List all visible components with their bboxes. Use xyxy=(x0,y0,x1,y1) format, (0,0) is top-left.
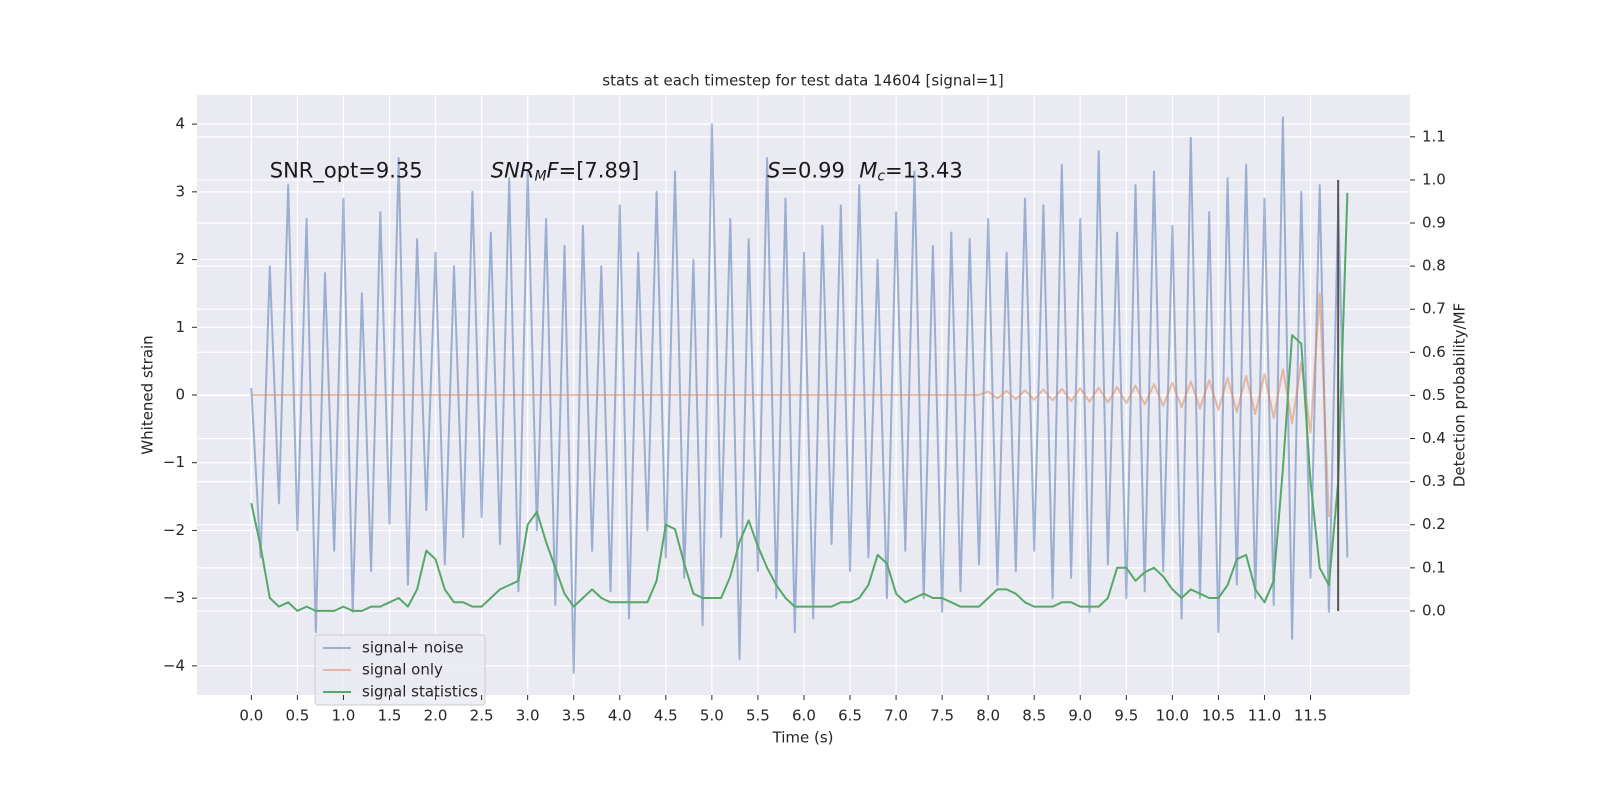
x-tick-label: 4.0 xyxy=(608,707,632,725)
y2-tick-label: 0.1 xyxy=(1422,558,1446,576)
chart-title: stats at each timestep for test data 146… xyxy=(602,72,1003,90)
x-tick-label: 11.5 xyxy=(1294,707,1327,725)
x-tick-label: 11.0 xyxy=(1248,707,1281,725)
y2-tick-label: 0.5 xyxy=(1422,386,1446,404)
legend-label: signal statistics xyxy=(362,683,478,701)
x-tick-label: 1.5 xyxy=(378,707,402,725)
x-tick-label: 9.0 xyxy=(1068,707,1092,725)
x-tick-label: 3.5 xyxy=(562,707,586,725)
y-tick-label: 2 xyxy=(175,250,185,268)
y2-tick-label: 0.2 xyxy=(1422,515,1446,533)
series-line xyxy=(251,292,1330,517)
y-tick-label: 1 xyxy=(175,318,185,336)
x-tick-label: 8.0 xyxy=(976,707,1000,725)
marks xyxy=(250,116,1349,674)
y-tick-label: −3 xyxy=(163,589,185,607)
y-tick-label: −1 xyxy=(163,453,185,471)
annotation: Mc=13.43 xyxy=(859,159,963,185)
y-tick-label: −4 xyxy=(163,656,185,674)
x-tick-label: 2.5 xyxy=(470,707,494,725)
x-tick-label: 8.5 xyxy=(1022,707,1046,725)
y2-tick-label: 0.7 xyxy=(1422,300,1446,318)
x-tick-label: 0.0 xyxy=(239,707,263,725)
x-tick-label: 0.5 xyxy=(285,707,309,725)
y-tick-label: −2 xyxy=(163,521,185,539)
annotation-text: F xyxy=(547,159,560,183)
annotation-text: M xyxy=(534,169,546,185)
annotation: SNRMF=[7.89] xyxy=(491,159,640,185)
annotation-text: S xyxy=(767,159,780,183)
x-axis-label: Time (s) xyxy=(772,729,834,747)
series-line xyxy=(250,192,1349,612)
y2-tick-label: 0.8 xyxy=(1422,257,1446,275)
legend: signal+ noise signal only signal statistic… xyxy=(314,634,486,706)
x-tick-label: 7.5 xyxy=(930,707,954,725)
annotation-text: =0.99 xyxy=(780,159,844,183)
x-tick-label: 10.5 xyxy=(1202,707,1235,725)
y2-tick-label: 0.0 xyxy=(1422,601,1446,619)
x-tick-label: 1.0 xyxy=(332,707,356,725)
x-tick-label: 6.0 xyxy=(792,707,816,725)
x-tick-label: 7.0 xyxy=(884,707,908,725)
y2-tick-label: 1.0 xyxy=(1422,170,1446,188)
annotation-text: =[7.89] xyxy=(559,159,640,183)
annotation-text: c xyxy=(877,169,885,185)
legend-box xyxy=(314,634,486,706)
x-tick-label: 10.0 xyxy=(1156,707,1189,725)
series-line xyxy=(250,116,1349,674)
annotation-text: M xyxy=(859,159,877,183)
y-axis-label: Whitened strain xyxy=(139,335,157,454)
x-tick-label: 3.0 xyxy=(516,707,540,725)
y2-tick-label: 0.6 xyxy=(1422,343,1446,361)
annotation-text: SNR_opt=9.35 xyxy=(270,159,423,184)
annotation: S=0.99 xyxy=(767,159,845,183)
legend-label: signal+ noise xyxy=(362,639,464,657)
y2-tick-label: 1.1 xyxy=(1422,127,1446,145)
y-tick-label: 4 xyxy=(175,115,185,133)
y-tick-label: 0 xyxy=(175,386,185,404)
y2-tick-label: 0.3 xyxy=(1422,472,1446,490)
x-tick-label: 2.0 xyxy=(424,707,448,725)
x-tick-label: 9.5 xyxy=(1114,707,1138,725)
y2-tick-label: 0.9 xyxy=(1422,214,1446,232)
x-tick-label: 6.5 xyxy=(838,707,862,725)
annotation-text: SNR xyxy=(491,159,535,183)
x-tick-label: 5.0 xyxy=(700,707,724,725)
annotation-text: =13.43 xyxy=(885,159,963,183)
annotation: SNR_opt=9.35 xyxy=(270,159,423,184)
x-tick-label: 5.5 xyxy=(746,707,770,725)
y2-axis-label: Detection probability/MF xyxy=(1451,303,1469,487)
y2-tick-label: 0.4 xyxy=(1422,429,1446,447)
y-tick-label: 3 xyxy=(175,182,185,200)
legend-label: signal only xyxy=(362,661,443,679)
x-tick-label: 4.5 xyxy=(654,707,678,725)
